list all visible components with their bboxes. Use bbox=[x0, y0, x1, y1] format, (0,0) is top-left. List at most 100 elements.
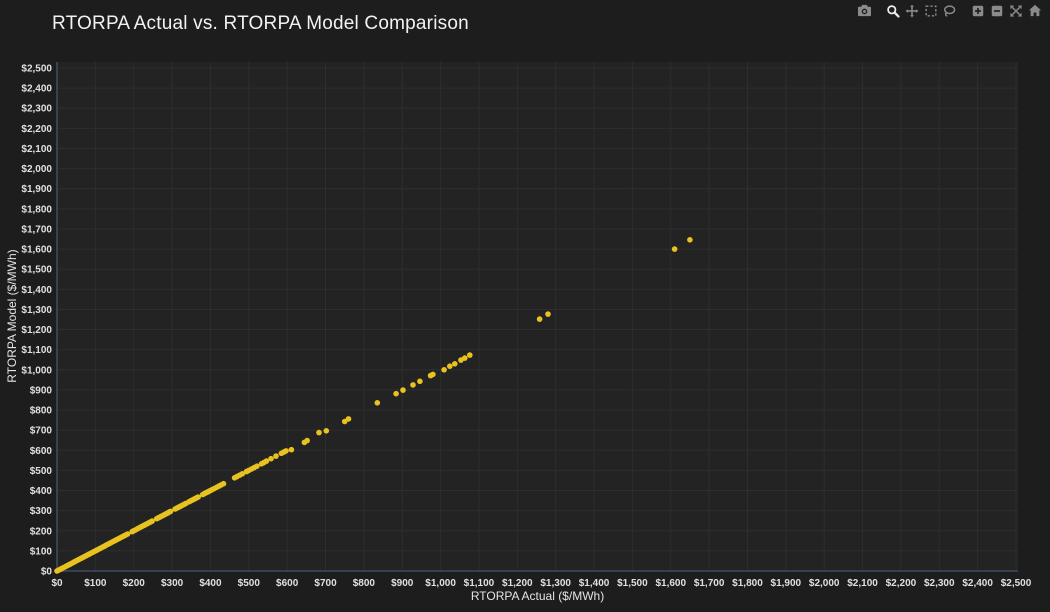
x-tick-label: $900 bbox=[391, 578, 414, 589]
zoom-mode-button[interactable] bbox=[883, 3, 902, 18]
page-title: RTORPA Actual vs. RTORPA Model Compariso… bbox=[52, 13, 469, 34]
data-point bbox=[400, 387, 406, 393]
x-tick-label: $0 bbox=[51, 578, 63, 589]
y-tick-label: $1,800 bbox=[21, 204, 52, 215]
data-point bbox=[374, 400, 381, 406]
x-tick-label: $500 bbox=[238, 578, 261, 589]
data-point bbox=[671, 246, 678, 252]
y-tick-label: $1,300 bbox=[21, 305, 52, 316]
y-tick-labels: $0 $100 $200 $300 $400 $500 $600 $700 $800 $900 $1… bbox=[21, 64, 52, 578]
modebar bbox=[846, 3, 1044, 18]
zoom-in-icon bbox=[971, 4, 985, 18]
scatter-series bbox=[54, 237, 693, 574]
x-tick-label: $1,200 bbox=[502, 578, 533, 589]
reset-axes-button[interactable] bbox=[1025, 3, 1044, 18]
data-point bbox=[149, 518, 155, 524]
x-tick-label: $300 bbox=[161, 578, 184, 589]
pan-mode-button[interactable] bbox=[902, 3, 921, 18]
y-tick-label: $2,000 bbox=[21, 164, 52, 175]
data-point bbox=[410, 382, 416, 388]
x-tick-label: $400 bbox=[199, 578, 222, 589]
y-tick-label: $600 bbox=[30, 446, 53, 457]
x-tick-label: $2,400 bbox=[962, 578, 993, 589]
x-tick-label: $1,900 bbox=[771, 578, 802, 589]
x-tick-label: $600 bbox=[276, 578, 299, 589]
pan-icon bbox=[904, 3, 919, 18]
y-tick-label: $200 bbox=[30, 526, 53, 537]
zoom-out-button[interactable] bbox=[987, 3, 1006, 18]
data-point bbox=[239, 471, 246, 477]
x-tick-label: $2,200 bbox=[886, 578, 917, 589]
data-point bbox=[254, 463, 260, 470]
y-tick-label: $2,200 bbox=[21, 124, 52, 135]
y-tick-label: $1,400 bbox=[21, 285, 52, 296]
autoscale-button[interactable] bbox=[1006, 3, 1025, 18]
x-tick-label: $1,600 bbox=[655, 578, 686, 589]
data-point bbox=[124, 531, 131, 537]
y-tick-label: $800 bbox=[30, 406, 53, 417]
x-tick-labels: $0 $100 $200 $300 $400 $500 $600 $700 $800 $900 $1… bbox=[51, 578, 1031, 589]
data-point bbox=[430, 371, 436, 378]
y-tick-label: $1,500 bbox=[21, 265, 52, 276]
y-tick-label: $100 bbox=[30, 546, 53, 557]
home-icon bbox=[1028, 4, 1042, 17]
x-tick-label: $1,500 bbox=[617, 578, 648, 589]
box-select-mode-button[interactable] bbox=[921, 3, 940, 18]
data-point bbox=[417, 378, 423, 385]
data-point bbox=[263, 458, 270, 464]
y-tick-label: $400 bbox=[30, 486, 53, 497]
y-tick-label: $1,600 bbox=[21, 245, 52, 256]
data-point bbox=[323, 428, 330, 434]
data-point bbox=[273, 453, 279, 459]
y-tick-label: $0 bbox=[41, 567, 53, 578]
data-point bbox=[167, 508, 174, 515]
x-tick-label: $1,700 bbox=[694, 578, 725, 589]
x-tick-label: $2,000 bbox=[809, 578, 840, 589]
y-tick-label: $2,100 bbox=[21, 144, 52, 155]
zoom-out-icon bbox=[990, 4, 1004, 18]
data-point bbox=[536, 316, 543, 322]
y-axis-title: RTORPA Model ($/MWh) bbox=[5, 249, 19, 383]
data-point bbox=[687, 237, 693, 243]
camera-icon bbox=[857, 4, 872, 17]
data-point bbox=[393, 390, 399, 397]
x-axis-title: RTORPA Actual ($/MWh) bbox=[470, 589, 605, 603]
x-tick-label: $2,300 bbox=[924, 578, 955, 589]
x-tick-label: $1,400 bbox=[579, 578, 610, 589]
y-tick-label: $1,700 bbox=[21, 224, 52, 235]
data-point bbox=[283, 448, 289, 454]
y-tick-label: $2,300 bbox=[21, 104, 52, 115]
data-point bbox=[304, 437, 310, 444]
box-select-icon bbox=[924, 4, 938, 18]
x-tick-label: $700 bbox=[314, 578, 337, 589]
autoscale-icon bbox=[1009, 4, 1023, 18]
lasso-icon bbox=[942, 4, 957, 18]
x-tick-label: $1,800 bbox=[732, 578, 763, 589]
x-tick-label: $2,500 bbox=[1001, 578, 1032, 589]
data-point bbox=[441, 367, 447, 373]
data-point bbox=[268, 455, 274, 462]
zoom-in-button[interactable] bbox=[968, 3, 987, 18]
data-point bbox=[345, 416, 352, 422]
y-tick-label: $700 bbox=[30, 426, 53, 437]
x-tick-label: $100 bbox=[84, 578, 107, 589]
data-point bbox=[452, 361, 458, 367]
gridlines bbox=[57, 62, 1018, 571]
data-point bbox=[545, 311, 551, 317]
data-point bbox=[195, 494, 201, 500]
x-tick-label: $2,100 bbox=[847, 578, 878, 589]
data-point bbox=[447, 363, 453, 370]
lasso-select-mode-button[interactable] bbox=[940, 3, 959, 18]
x-tick-label: $200 bbox=[123, 578, 146, 589]
x-tick-label: $1,000 bbox=[425, 578, 456, 589]
download-png-button[interactable] bbox=[855, 3, 874, 18]
data-point bbox=[316, 429, 322, 436]
y-tick-label: $1,200 bbox=[21, 325, 52, 336]
y-tick-label: $2,400 bbox=[21, 84, 52, 95]
y-tick-label: $900 bbox=[30, 385, 53, 396]
x-tick-label: $1,300 bbox=[540, 578, 571, 589]
data-point bbox=[220, 480, 227, 487]
y-tick-label: $1,100 bbox=[21, 345, 52, 356]
data-point bbox=[288, 446, 295, 453]
